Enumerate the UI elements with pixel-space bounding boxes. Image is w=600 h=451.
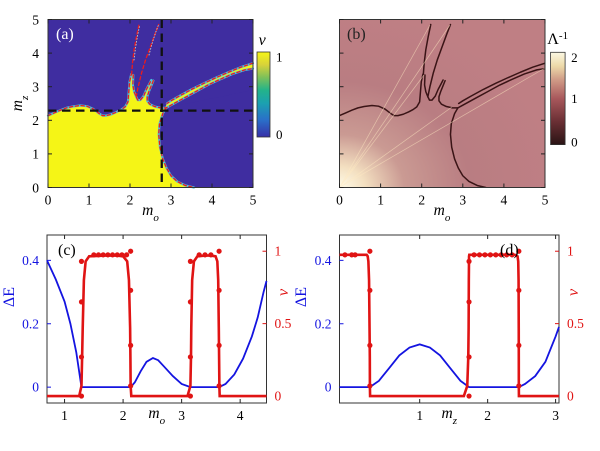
svg-text:1: 1 (61, 408, 68, 423)
svg-text:3: 3 (168, 193, 175, 208)
svg-text:ν: ν (259, 32, 267, 49)
svg-text:1: 1 (377, 193, 384, 208)
svg-text:0.2: 0.2 (22, 316, 39, 331)
svg-text:0.5: 0.5 (567, 316, 584, 331)
svg-text:0: 0 (567, 389, 574, 404)
svg-text:0: 0 (45, 193, 52, 208)
svg-text:1: 1 (276, 50, 283, 65)
svg-text:ν: ν (565, 288, 582, 296)
svg-text:0: 0 (571, 135, 578, 150)
svg-text:1: 1 (567, 244, 574, 259)
svg-text:3: 3 (178, 408, 185, 423)
svg-text:Λ-1: Λ-1 (547, 30, 568, 48)
svg-text:4: 4 (32, 46, 39, 61)
svg-text:4: 4 (237, 408, 244, 423)
svg-text:mz: mz (9, 95, 31, 111)
svg-text:1: 1 (32, 147, 39, 162)
svg-text:1: 1 (416, 408, 423, 423)
svg-text:0: 0 (32, 380, 39, 395)
svg-text:0.4: 0.4 (22, 253, 39, 268)
svg-text:mo: mo (142, 202, 159, 224)
svg-text:1: 1 (86, 193, 93, 208)
svg-text:0: 0 (336, 193, 343, 208)
svg-text:0: 0 (275, 389, 282, 404)
svg-text:4: 4 (209, 193, 216, 208)
svg-text:2: 2 (484, 408, 491, 423)
svg-text:0: 0 (325, 380, 332, 395)
svg-text:0: 0 (32, 180, 39, 195)
svg-text:3: 3 (552, 408, 559, 423)
svg-text:mo: mo (434, 202, 451, 224)
svg-text:ν: ν (275, 288, 292, 296)
svg-text:5: 5 (32, 12, 39, 27)
svg-text:4: 4 (501, 193, 508, 208)
svg-text:2: 2 (571, 50, 578, 65)
svg-text:3: 3 (459, 193, 466, 208)
svg-text:ΔE: ΔE (1, 287, 18, 307)
svg-text:1: 1 (275, 244, 282, 259)
svg-text:2: 2 (418, 193, 425, 208)
svg-text:0: 0 (276, 127, 283, 142)
svg-text:mz: mz (442, 405, 458, 427)
svg-text:0.5: 0.5 (275, 316, 292, 331)
svg-text:3: 3 (32, 80, 39, 95)
svg-text:(b): (b) (347, 26, 366, 43)
svg-text:2: 2 (127, 193, 134, 208)
svg-text:2: 2 (32, 113, 39, 128)
svg-text:(a): (a) (56, 26, 74, 43)
svg-text:1: 1 (571, 91, 578, 106)
svg-text:5: 5 (250, 193, 257, 208)
svg-text:(d): (d) (500, 242, 519, 259)
svg-text:0.4: 0.4 (315, 253, 332, 268)
svg-text:ΔE: ΔE (293, 287, 310, 307)
svg-text:5: 5 (542, 193, 549, 208)
svg-text:2: 2 (120, 408, 127, 423)
svg-text:(c): (c) (58, 242, 76, 259)
svg-text:0.2: 0.2 (315, 316, 332, 331)
svg-text:mo: mo (148, 405, 165, 427)
